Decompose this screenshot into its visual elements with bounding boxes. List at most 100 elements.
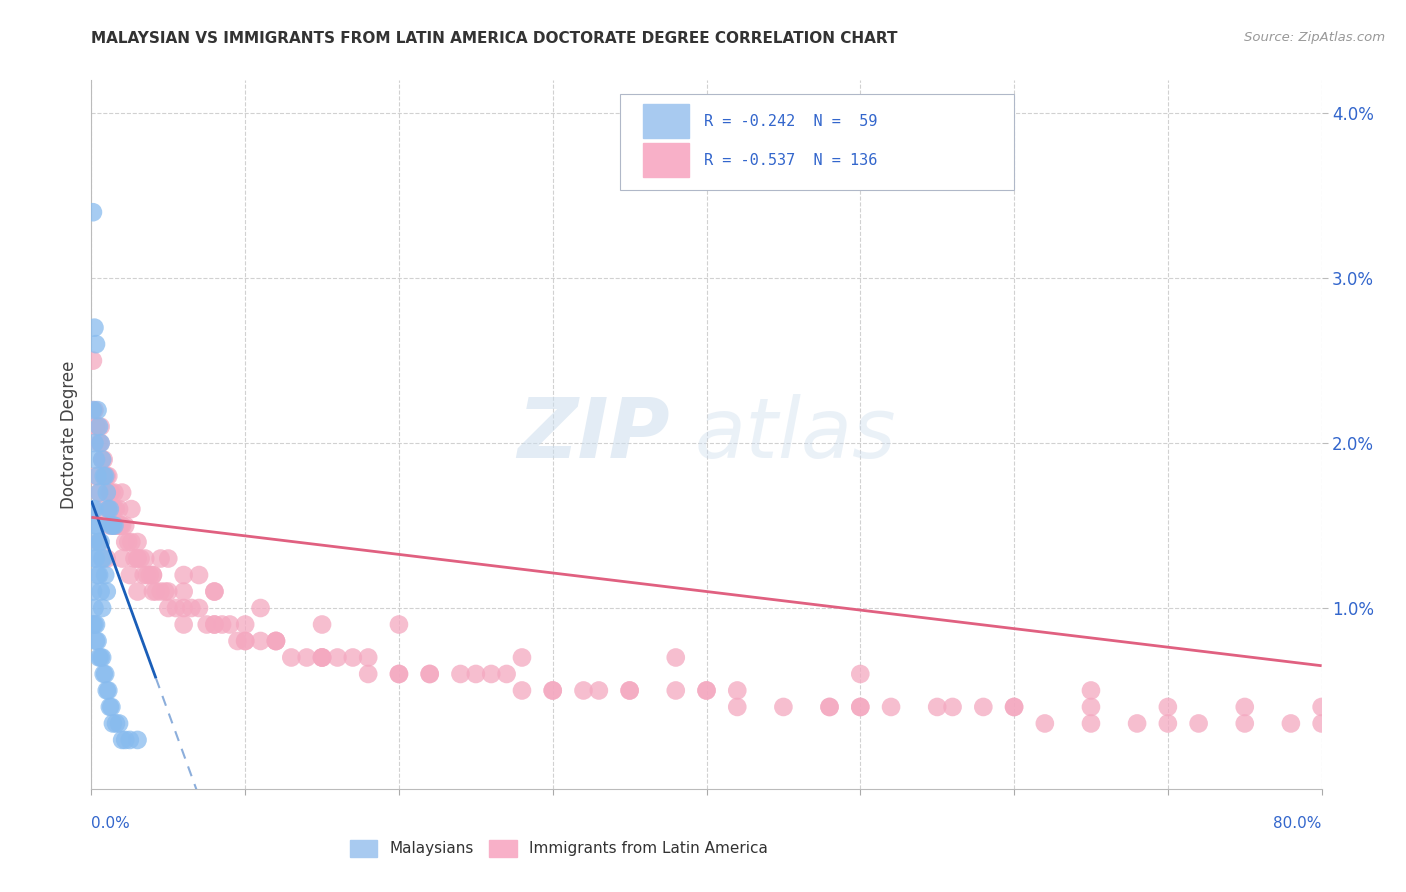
Point [619, 683, 641, 698]
Point [572, 683, 595, 698]
Point [82, 205, 104, 219]
Point [100, 700, 122, 714]
Point [1080, 716, 1102, 731]
Point [117, 535, 139, 549]
Point [94, 568, 117, 582]
Point [82, 584, 104, 599]
Point [83, 403, 105, 417]
Point [419, 667, 441, 681]
Point [86, 469, 108, 483]
Point [82, 502, 104, 516]
Point [1002, 700, 1025, 714]
Point [83, 617, 105, 632]
Point [86, 403, 108, 417]
Point [87, 485, 110, 500]
Bar [643, 104, 689, 138]
Point [157, 584, 180, 599]
Point [91, 551, 114, 566]
Point [280, 650, 302, 665]
Point [98, 502, 121, 516]
Point [145, 584, 167, 599]
Point [173, 568, 195, 582]
Point [87, 650, 110, 665]
Point [83, 601, 105, 615]
Point [311, 650, 333, 665]
Point [180, 601, 202, 615]
Point [510, 650, 533, 665]
Point [86, 634, 108, 648]
Point [233, 617, 256, 632]
Point [90, 650, 112, 665]
Point [188, 601, 211, 615]
Point [449, 667, 471, 681]
Point [818, 700, 841, 714]
Point [87, 436, 110, 450]
Point [90, 419, 112, 434]
Point [103, 502, 125, 516]
Point [103, 518, 125, 533]
Point [91, 650, 114, 665]
Point [849, 700, 872, 714]
Point [127, 584, 149, 599]
Point [388, 667, 411, 681]
Point [94, 469, 117, 483]
Point [114, 518, 136, 533]
Point [226, 634, 249, 648]
Point [342, 650, 364, 665]
Point [173, 617, 195, 632]
Point [264, 634, 287, 648]
Point [108, 502, 131, 516]
Point [233, 634, 256, 648]
Point [84, 337, 107, 351]
Point [93, 667, 115, 681]
Text: MALAYSIAN VS IMMIGRANTS FROM LATIN AMERICA DOCTORATE DEGREE CORRELATION CHART: MALAYSIAN VS IMMIGRANTS FROM LATIN AMERI… [91, 31, 898, 46]
Legend: Malaysians, Immigrants from Latin America: Malaysians, Immigrants from Latin Americ… [344, 833, 773, 863]
Point [103, 518, 125, 533]
Point [326, 650, 349, 665]
Point [129, 551, 152, 566]
Point [1080, 700, 1102, 714]
Point [479, 667, 502, 681]
Point [127, 733, 149, 747]
Point [93, 551, 115, 566]
Point [1310, 700, 1333, 714]
Point [101, 502, 124, 516]
Point [388, 667, 411, 681]
Point [218, 617, 240, 632]
Point [541, 683, 564, 698]
Point [127, 535, 149, 549]
Point [98, 700, 121, 714]
Point [94, 469, 117, 483]
Point [202, 584, 225, 599]
Point [110, 518, 132, 533]
Point [90, 436, 112, 450]
Point [83, 436, 105, 450]
Point [84, 634, 107, 648]
Point [127, 551, 149, 566]
Point [96, 551, 118, 566]
Point [87, 535, 110, 549]
Text: Source: ZipAtlas.com: Source: ZipAtlas.com [1244, 31, 1385, 45]
Point [84, 617, 107, 632]
Point [173, 584, 195, 599]
Point [1233, 700, 1256, 714]
Point [82, 403, 104, 417]
Point [91, 502, 114, 516]
Point [86, 419, 108, 434]
Point [96, 584, 118, 599]
Point [880, 700, 903, 714]
Point [1002, 700, 1025, 714]
Point [142, 568, 165, 582]
Point [495, 667, 517, 681]
Point [94, 667, 117, 681]
Point [173, 601, 195, 615]
Point [696, 683, 718, 698]
Point [87, 485, 110, 500]
Point [101, 716, 124, 731]
Point [111, 551, 134, 566]
Point [1310, 716, 1333, 731]
Point [233, 634, 256, 648]
Point [97, 469, 120, 483]
Point [124, 551, 146, 566]
Point [211, 617, 233, 632]
